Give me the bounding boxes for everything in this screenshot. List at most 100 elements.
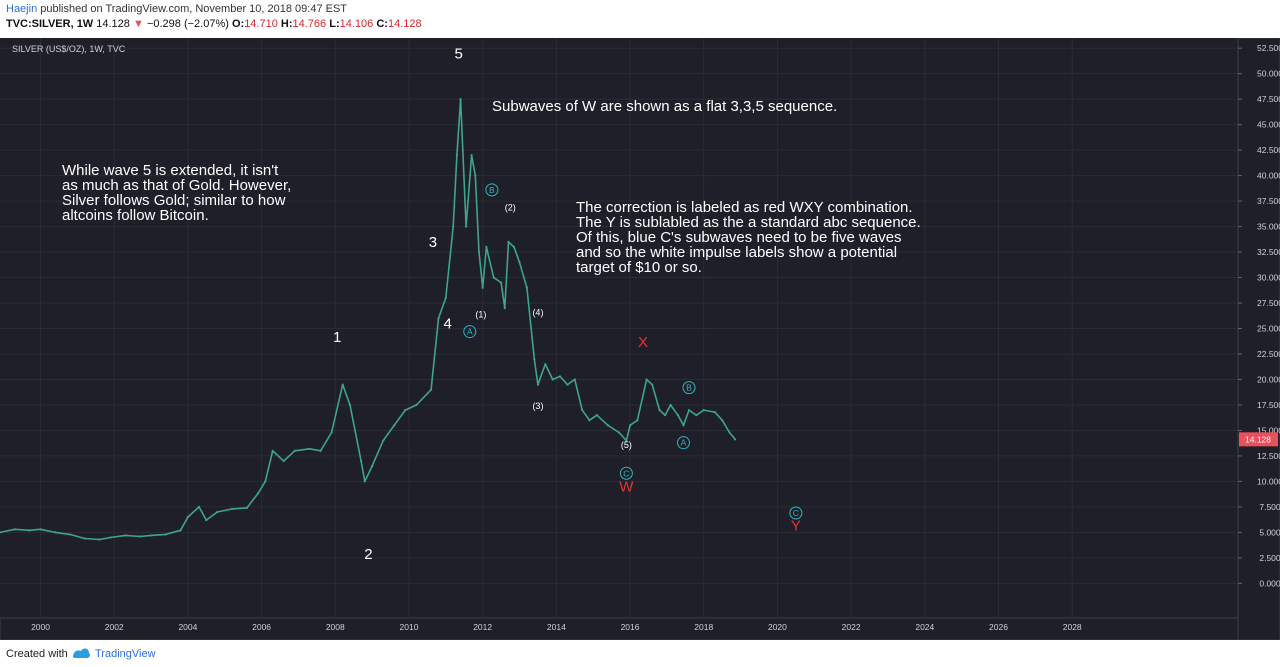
time-tick-label: 2010 — [400, 622, 419, 632]
time-tick-label: 2022 — [842, 622, 861, 632]
price-point — [371, 465, 374, 468]
price-point — [149, 534, 153, 537]
price-point — [676, 414, 680, 417]
open-value: 14.710 — [244, 18, 278, 30]
price-point — [68, 533, 72, 536]
price-point — [503, 307, 506, 310]
time-tick-label: 2024 — [915, 622, 934, 632]
tradingview-logo-icon[interactable] — [71, 646, 91, 659]
chart-note-line: as much as that of Gold. However, — [62, 177, 291, 194]
created-with-text: Created with — [6, 648, 68, 660]
time-tick-label: 2008 — [326, 622, 345, 632]
price-tick-label: 45.000 — [1257, 120, 1280, 130]
price-point — [573, 378, 576, 381]
price-point — [525, 286, 528, 289]
high-value: 14.766 — [292, 18, 327, 30]
author-link[interactable]: Haejin — [6, 3, 38, 15]
chart-note-line: altcoins follow Bitcoin. — [62, 207, 209, 224]
price-point — [551, 378, 554, 381]
price-point — [341, 383, 344, 386]
price-point — [617, 431, 621, 434]
tradingview-brand-link[interactable]: TradingView — [95, 648, 156, 660]
price-point — [512, 245, 516, 249]
price-point — [363, 480, 366, 483]
price-tick-label: 20.000 — [1257, 374, 1280, 384]
chart-area[interactable]: 52.50050.00047.50045.00042.50040.00037.5… — [0, 37, 1280, 641]
chart-note-line: While wave 5 is extended, it isn't — [62, 162, 279, 179]
symbol-name: TVC:SILVER, 1W — [6, 18, 94, 30]
price-point — [179, 529, 182, 532]
price-point — [164, 533, 167, 536]
price-point — [256, 492, 260, 495]
price-point — [499, 281, 503, 284]
time-tick-label: 2012 — [473, 622, 492, 632]
wave-label: 3 — [429, 234, 437, 251]
price-point — [728, 431, 731, 434]
price-point — [544, 363, 547, 366]
price-tick-label: 0.000 — [1259, 578, 1280, 588]
wave-label: (1) — [475, 309, 486, 319]
price-tick-label: 25.000 — [1257, 324, 1280, 334]
published-text: published on TradingView.com, November 1… — [40, 3, 348, 15]
price-point — [536, 383, 540, 386]
price-point — [588, 419, 591, 422]
last-price-tag-label: 14.128 — [1245, 434, 1271, 444]
price-tick-label: 47.500 — [1257, 94, 1280, 104]
price-point — [308, 447, 311, 450]
price-point — [452, 225, 455, 228]
price-point — [518, 261, 521, 264]
wave-label: (2) — [505, 202, 516, 212]
time-tick-label: 2002 — [105, 622, 124, 632]
time-tick-label: 2018 — [694, 622, 713, 632]
price-point — [444, 296, 447, 300]
price-point — [721, 419, 724, 422]
price-point — [404, 408, 407, 412]
wave-label: 4 — [443, 316, 451, 333]
price-tick-label: 35.000 — [1257, 222, 1280, 232]
circled-wave-marker — [619, 466, 633, 480]
price-point — [481, 286, 484, 289]
price-tick-label: 50.000 — [1257, 69, 1280, 79]
price-point — [138, 535, 142, 538]
correction-wave-label: X — [638, 334, 648, 351]
price-point — [713, 410, 716, 414]
price-point — [464, 225, 468, 228]
price-chart[interactable]: 52.50050.00047.50045.00042.50040.00037.5… — [0, 37, 1280, 641]
price-scale[interactable] — [1237, 37, 1280, 641]
price-point — [507, 240, 510, 243]
price-point — [682, 424, 685, 427]
price-point — [319, 449, 322, 452]
circled-wave-label: A — [681, 438, 687, 448]
price-point — [109, 536, 112, 539]
open-label: O: — [231, 18, 245, 30]
wave-label: 1 — [333, 329, 341, 346]
price-point — [581, 408, 584, 412]
price-point — [669, 403, 672, 407]
high-label: H: — [280, 18, 293, 30]
close-label: C: — [376, 18, 388, 30]
circled-wave-label: B — [489, 185, 495, 195]
price-tick-label: 12.500 — [1257, 451, 1280, 461]
time-tick-label: 2026 — [989, 622, 1008, 632]
last-price-tag — [1239, 432, 1278, 447]
price-point — [695, 414, 698, 417]
price-tick-label: 5.000 — [1259, 527, 1280, 537]
circled-wave-label: A — [467, 327, 473, 337]
time-tick-label: 2006 — [252, 622, 271, 632]
price-point — [492, 276, 495, 279]
price-tick-label: 22.500 — [1257, 349, 1280, 359]
price-point — [658, 408, 661, 412]
chart-title: SILVER (US$/OZ), 1W, TVC — [12, 44, 126, 54]
price-point — [625, 439, 628, 442]
circled-wave-label: C — [623, 468, 629, 478]
price-point — [533, 357, 536, 361]
wave-label: (3) — [532, 401, 543, 411]
price-point — [651, 383, 654, 386]
price-point — [330, 431, 333, 434]
time-tick-label: 2020 — [768, 622, 787, 632]
chart-note-line: Silver follows Gold; similar to how — [62, 192, 286, 209]
price-point — [429, 388, 433, 391]
price-tick-label: 2.500 — [1259, 553, 1280, 563]
wave-label: 5 — [455, 45, 463, 62]
wave-label: (5) — [621, 440, 632, 450]
